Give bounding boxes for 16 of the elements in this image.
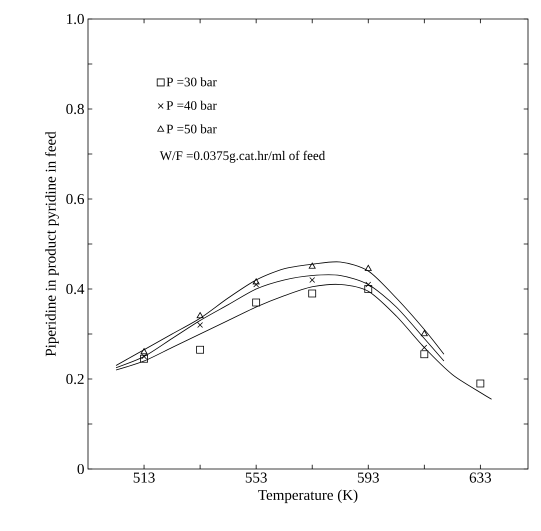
annotation: W/F =0.0375g.cat.hr/ml of feed xyxy=(160,150,326,163)
legend-label: P =40 bar xyxy=(166,100,217,110)
y-tick-label: 0.8 xyxy=(66,104,84,114)
x-tick-label: 553 xyxy=(246,472,267,483)
x-tick-label: 593 xyxy=(358,472,379,483)
y-tick-label: 0.2 xyxy=(66,374,84,384)
legend-label: P =50 bar xyxy=(166,124,217,134)
y-tick-label: 0.4 xyxy=(66,284,84,294)
y-tick-label: 1.0 xyxy=(67,14,84,24)
x-tick-label: 633 xyxy=(470,472,492,483)
legend-label: P =30 bar xyxy=(166,77,217,86)
y-tick-label: 0 xyxy=(78,464,84,474)
y-axis-title: Piperidine in product pyridine in feed xyxy=(45,131,59,356)
x-axis-title: Temperature (K) xyxy=(258,489,358,504)
y-tick-label: 0.6 xyxy=(66,194,84,204)
x-tick-label: 513 xyxy=(134,472,155,483)
